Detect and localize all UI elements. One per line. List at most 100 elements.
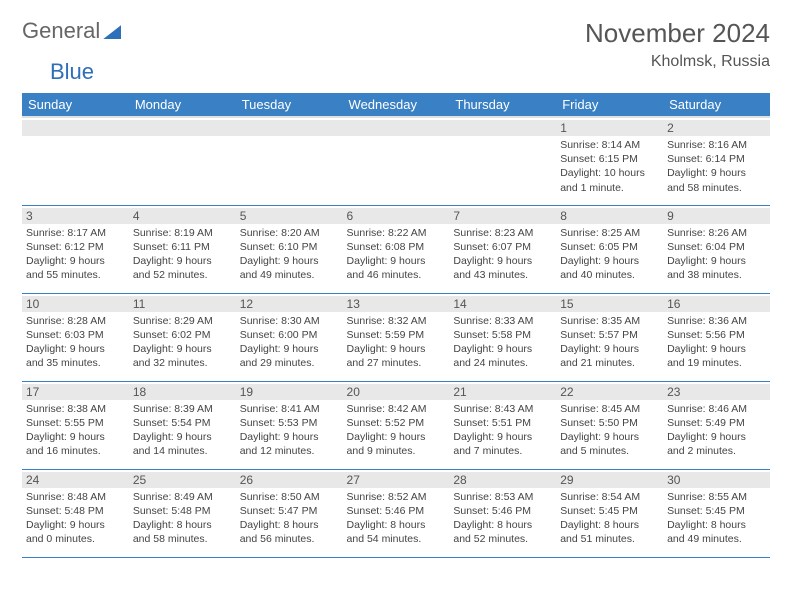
sunset-text: Sunset: 5:45 PM	[667, 504, 766, 518]
daylight-text: Daylight: 9 hours and 7 minutes.	[453, 430, 552, 458]
day-number: 24	[22, 472, 129, 488]
calendar-cell: 12 Sunrise: 8:30 AMSunset: 6:00 PMDayligh…	[236, 293, 343, 381]
daylight-text: Daylight: 9 hours and 29 minutes.	[240, 342, 339, 370]
day-info: Sunrise: 8:53 AMSunset: 5:46 PMDaylight:…	[453, 490, 552, 547]
calendar-cell	[449, 117, 556, 205]
sunset-text: Sunset: 5:48 PM	[26, 504, 125, 518]
day-info: Sunrise: 8:19 AMSunset: 6:11 PMDaylight:…	[133, 226, 232, 283]
day-number: 1	[556, 120, 663, 136]
day-number: 16	[663, 296, 770, 312]
logo: General	[22, 18, 121, 44]
daylight-text: Daylight: 8 hours and 51 minutes.	[560, 518, 659, 546]
day-header: Monday	[129, 93, 236, 117]
day-number: 20	[343, 384, 450, 400]
calendar-cell: 17Sunrise: 8:38 AMSunset: 5:55 PMDayligh…	[22, 381, 129, 469]
sunset-text: Sunset: 5:55 PM	[26, 416, 125, 430]
sunset-text: Sunset: 6:05 PM	[560, 240, 659, 254]
day-number: 28	[449, 472, 556, 488]
calendar-cell: 21Sunrise: 8:43 AMSunset: 5:51 PMDayligh…	[449, 381, 556, 469]
day-info: Sunrise: 8:14 AMSunset: 6:15 PMDaylight:…	[560, 138, 659, 195]
calendar-cell: 20 Sunrise: 8:42 AMSunset: 5:52 PMDayligh…	[343, 381, 450, 469]
calendar-cell: 10Sunrise: 8:28 AMSunset: 6:03 PMDayligh…	[22, 293, 129, 381]
calendar-week-row: 17Sunrise: 8:38 AMSunset: 5:55 PMDayligh…	[22, 381, 770, 469]
sunrise-text: Sunrise: 8:55 AM	[667, 490, 766, 504]
day-info: Sunrise: 8:32 AMSunset: 5:59 PMDaylight:…	[347, 314, 446, 371]
calendar-cell: 4 Sunrise: 8:19 AMSunset: 6:11 PMDaylight…	[129, 205, 236, 293]
daylight-text: Daylight: 9 hours and 46 minutes.	[347, 254, 446, 282]
day-info: Sunrise: 8:33 AMSunset: 5:58 PMDaylight:…	[453, 314, 552, 371]
calendar-header-row: Sunday Monday Tuesday Wednesday Thursday…	[22, 93, 770, 117]
sunset-text: Sunset: 5:57 PM	[560, 328, 659, 342]
sunset-text: Sunset: 5:46 PM	[347, 504, 446, 518]
daylight-text: Daylight: 9 hours and 58 minutes.	[667, 166, 766, 194]
day-number: 25	[129, 472, 236, 488]
daylight-text: Daylight: 9 hours and 27 minutes.	[347, 342, 446, 370]
day-number: 22	[556, 384, 663, 400]
calendar-cell: 7Sunrise: 8:23 AMSunset: 6:07 PMDaylight…	[449, 205, 556, 293]
day-number: 2	[663, 120, 770, 136]
sunset-text: Sunset: 5:56 PM	[667, 328, 766, 342]
day-info: Sunrise: 8:35 AMSunset: 5:57 PMDaylight:…	[560, 314, 659, 371]
sunrise-text: Sunrise: 8:36 AM	[667, 314, 766, 328]
sunset-text: Sunset: 5:53 PM	[240, 416, 339, 430]
calendar-cell: 30Sunrise: 8:55 AMSunset: 5:45 PMDayligh…	[663, 469, 770, 557]
sunset-text: Sunset: 6:03 PM	[26, 328, 125, 342]
sunset-text: Sunset: 6:10 PM	[240, 240, 339, 254]
sunrise-text: Sunrise: 8:25 AM	[560, 226, 659, 240]
sunset-text: Sunset: 6:04 PM	[667, 240, 766, 254]
calendar-cell: 18 Sunrise: 8:39 AMSunset: 5:54 PMDayligh…	[129, 381, 236, 469]
sunset-text: Sunset: 6:00 PM	[240, 328, 339, 342]
calendar-week-row: 3Sunrise: 8:17 AMSunset: 6:12 PMDaylight…	[22, 205, 770, 293]
calendar-cell: 15Sunrise: 8:35 AMSunset: 5:57 PMDayligh…	[556, 293, 663, 381]
sunrise-text: Sunrise: 8:19 AM	[133, 226, 232, 240]
sunset-text: Sunset: 5:59 PM	[347, 328, 446, 342]
calendar-cell	[343, 117, 450, 205]
logo-triangle-icon	[103, 25, 121, 39]
calendar-cell: 9Sunrise: 8:26 AMSunset: 6:04 PMDaylight…	[663, 205, 770, 293]
day-info: Sunrise: 8:49 AMSunset: 5:48 PMDaylight:…	[133, 490, 232, 547]
daylight-text: Daylight: 9 hours and 43 minutes.	[453, 254, 552, 282]
day-info: Sunrise: 8:17 AMSunset: 6:12 PMDaylight:…	[26, 226, 125, 283]
day-number: 18	[129, 384, 236, 400]
day-number	[22, 120, 129, 136]
day-info: Sunrise: 8:22 AMSunset: 6:08 PMDaylight:…	[347, 226, 446, 283]
day-header: Friday	[556, 93, 663, 117]
logo-text-part2: Blue	[50, 59, 94, 84]
day-number: 23	[663, 384, 770, 400]
sunrise-text: Sunrise: 8:30 AM	[240, 314, 339, 328]
day-info: Sunrise: 8:29 AMSunset: 6:02 PMDaylight:…	[133, 314, 232, 371]
sunrise-text: Sunrise: 8:17 AM	[26, 226, 125, 240]
calendar-cell: 22Sunrise: 8:45 AMSunset: 5:50 PMDayligh…	[556, 381, 663, 469]
sunrise-text: Sunrise: 8:48 AM	[26, 490, 125, 504]
day-number: 26	[236, 472, 343, 488]
calendar-cell	[129, 117, 236, 205]
day-info: Sunrise: 8:25 AMSunset: 6:05 PMDaylight:…	[560, 226, 659, 283]
daylight-text: Daylight: 9 hours and 0 minutes.	[26, 518, 125, 546]
day-info: Sunrise: 8:46 AMSunset: 5:49 PMDaylight:…	[667, 402, 766, 459]
daylight-text: Daylight: 9 hours and 14 minutes.	[133, 430, 232, 458]
daylight-text: Daylight: 8 hours and 49 minutes.	[667, 518, 766, 546]
sunrise-text: Sunrise: 8:33 AM	[453, 314, 552, 328]
day-info: Sunrise: 8:39 AMSunset: 5:54 PMDaylight:…	[133, 402, 232, 459]
daylight-text: Daylight: 9 hours and 55 minutes.	[26, 254, 125, 282]
calendar-week-row: 10Sunrise: 8:28 AMSunset: 6:03 PMDayligh…	[22, 293, 770, 381]
sunrise-text: Sunrise: 8:32 AM	[347, 314, 446, 328]
day-number: 4	[129, 208, 236, 224]
calendar-cell: 1 Sunrise: 8:14 AMSunset: 6:15 PMDaylight…	[556, 117, 663, 205]
calendar-cell: 26Sunrise: 8:50 AMSunset: 5:47 PMDayligh…	[236, 469, 343, 557]
sunset-text: Sunset: 6:02 PM	[133, 328, 232, 342]
day-number: 19	[236, 384, 343, 400]
day-number	[343, 120, 450, 136]
sunrise-text: Sunrise: 8:52 AM	[347, 490, 446, 504]
daylight-text: Daylight: 9 hours and 49 minutes.	[240, 254, 339, 282]
day-number: 29	[556, 472, 663, 488]
day-info: Sunrise: 8:26 AMSunset: 6:04 PMDaylight:…	[667, 226, 766, 283]
calendar-cell: 16Sunrise: 8:36 AMSunset: 5:56 PMDayligh…	[663, 293, 770, 381]
calendar-cell	[236, 117, 343, 205]
calendar-cell	[22, 117, 129, 205]
day-info: Sunrise: 8:42 AMSunset: 5:52 PMDaylight:…	[347, 402, 446, 459]
day-number: 12	[236, 296, 343, 312]
daylight-text: Daylight: 9 hours and 35 minutes.	[26, 342, 125, 370]
calendar-week-row: 1 Sunrise: 8:14 AMSunset: 6:15 PMDaylight…	[22, 117, 770, 205]
daylight-text: Daylight: 8 hours and 56 minutes.	[240, 518, 339, 546]
